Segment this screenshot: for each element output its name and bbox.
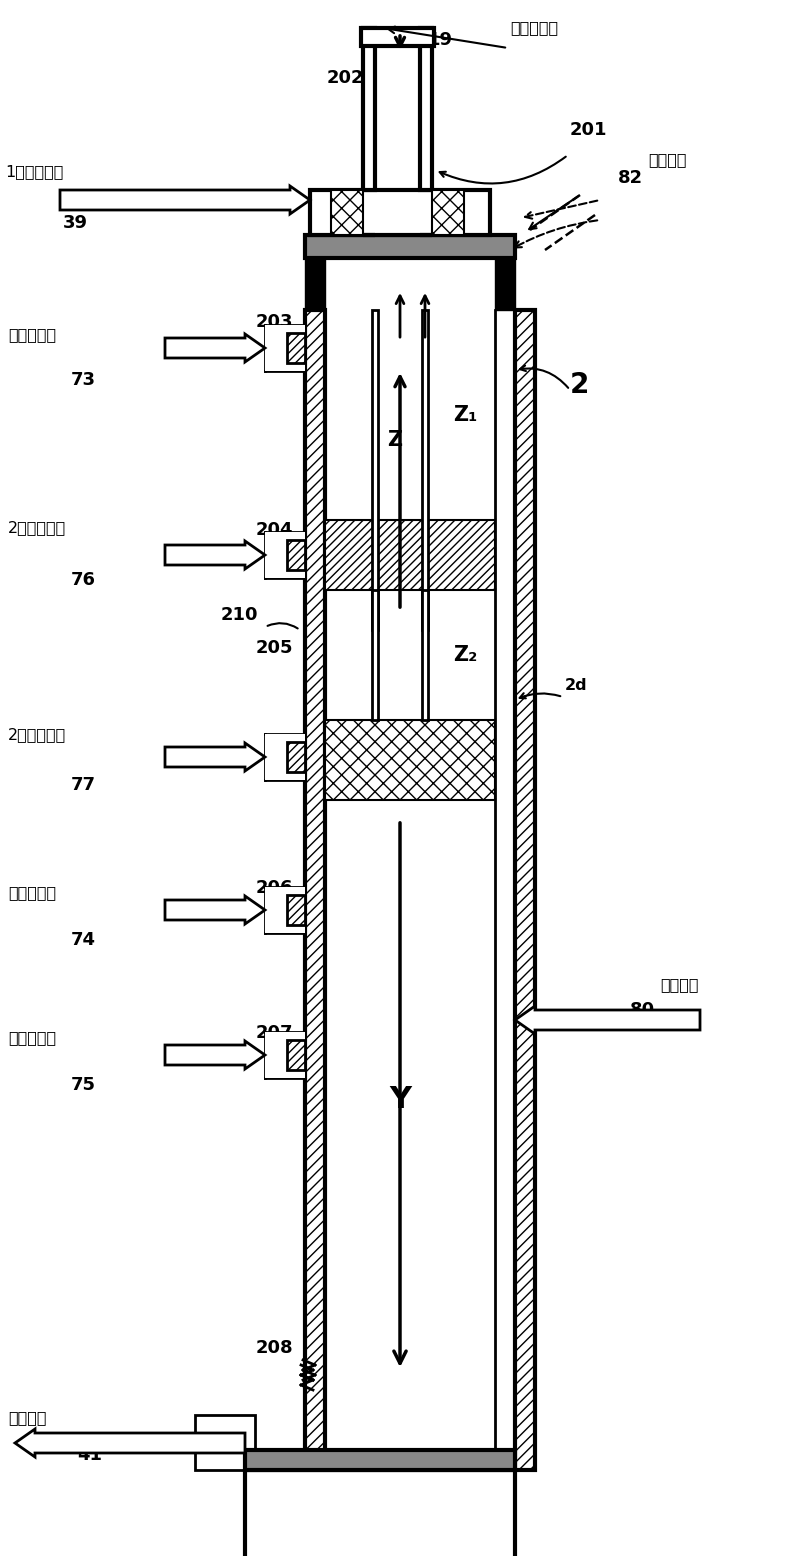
Polygon shape — [165, 896, 265, 924]
Polygon shape — [495, 258, 515, 310]
Text: Y: Y — [389, 1086, 411, 1114]
Text: 82: 82 — [618, 170, 643, 187]
Polygon shape — [305, 258, 325, 310]
Text: 2次燃烧空气: 2次燃烧空气 — [8, 521, 66, 535]
Text: 208: 208 — [255, 1340, 293, 1357]
Bar — [422, 310, 428, 630]
Text: 1次燃烧空气: 1次燃烧空气 — [5, 165, 63, 179]
Bar — [363, 28, 375, 190]
Polygon shape — [515, 1007, 700, 1035]
Text: 2次燃烧空气: 2次燃烧空气 — [8, 728, 66, 742]
Text: 燃烧废气: 燃烧废气 — [8, 1410, 46, 1425]
Text: 203: 203 — [255, 313, 293, 331]
Bar — [265, 734, 305, 780]
Polygon shape — [15, 1428, 245, 1456]
Bar — [361, 28, 434, 47]
Bar — [432, 190, 464, 235]
Text: Z₂: Z₂ — [453, 646, 477, 664]
Text: 辅助燃料: 辅助燃料 — [660, 977, 698, 993]
Text: 辅助燃料: 辅助燃料 — [648, 152, 686, 168]
Text: 206: 206 — [255, 879, 293, 896]
Bar — [265, 887, 305, 934]
Bar — [420, 28, 432, 190]
Text: 202: 202 — [326, 68, 364, 87]
Bar — [305, 310, 325, 1470]
Bar — [287, 540, 305, 569]
Text: 201: 201 — [570, 121, 607, 138]
Text: 39: 39 — [62, 215, 87, 232]
Bar — [305, 235, 515, 258]
Bar — [325, 310, 495, 1470]
Text: 205: 205 — [255, 640, 293, 657]
Text: Z₁: Z₁ — [453, 405, 477, 425]
Bar — [265, 325, 305, 370]
Bar — [325, 520, 495, 590]
Text: 80: 80 — [630, 1001, 655, 1019]
Bar — [372, 310, 378, 630]
Text: 干燥炉废气: 干燥炉废气 — [8, 885, 56, 901]
Text: 75: 75 — [70, 1077, 95, 1094]
Text: 干燥炉废气: 干燥炉废气 — [8, 1030, 56, 1046]
Bar — [422, 590, 428, 720]
Polygon shape — [165, 541, 265, 569]
Polygon shape — [165, 335, 265, 363]
Bar — [287, 895, 305, 924]
Text: 41: 41 — [78, 1446, 102, 1464]
Polygon shape — [165, 744, 265, 772]
Text: 干燥炉废气: 干燥炉废气 — [8, 327, 56, 342]
Text: Z: Z — [387, 429, 402, 450]
Bar — [372, 590, 378, 720]
Text: 204: 204 — [255, 521, 293, 538]
Text: 19: 19 — [427, 31, 453, 48]
Bar — [245, 1450, 515, 1470]
Text: 2: 2 — [570, 370, 590, 398]
Text: 2d: 2d — [565, 677, 588, 692]
Text: 74: 74 — [70, 930, 95, 949]
Text: 热分解气体: 热分解气体 — [510, 20, 558, 36]
Text: 76: 76 — [70, 571, 95, 590]
Bar — [310, 190, 490, 235]
Bar — [265, 1032, 305, 1078]
Bar — [245, 1470, 515, 1556]
Bar — [195, 1414, 255, 1470]
Polygon shape — [165, 1041, 265, 1069]
Bar — [265, 532, 305, 577]
Text: 210: 210 — [221, 605, 258, 624]
Bar — [515, 310, 535, 1470]
Text: 77: 77 — [70, 776, 95, 794]
Polygon shape — [60, 187, 310, 215]
Bar — [245, 310, 305, 1470]
Bar — [331, 190, 363, 235]
Bar — [325, 720, 495, 800]
Bar — [287, 742, 305, 772]
Bar — [287, 333, 305, 363]
Text: 73: 73 — [70, 370, 95, 389]
Text: 207: 207 — [255, 1024, 293, 1043]
Bar — [287, 1039, 305, 1071]
